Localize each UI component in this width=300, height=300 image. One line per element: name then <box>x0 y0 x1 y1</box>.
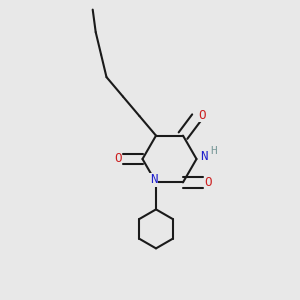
Text: O: O <box>198 109 206 122</box>
Text: O: O <box>114 152 121 166</box>
Text: N: N <box>200 149 208 163</box>
Text: N: N <box>150 173 157 187</box>
Text: O: O <box>204 176 212 189</box>
Text: H: H <box>211 146 217 157</box>
